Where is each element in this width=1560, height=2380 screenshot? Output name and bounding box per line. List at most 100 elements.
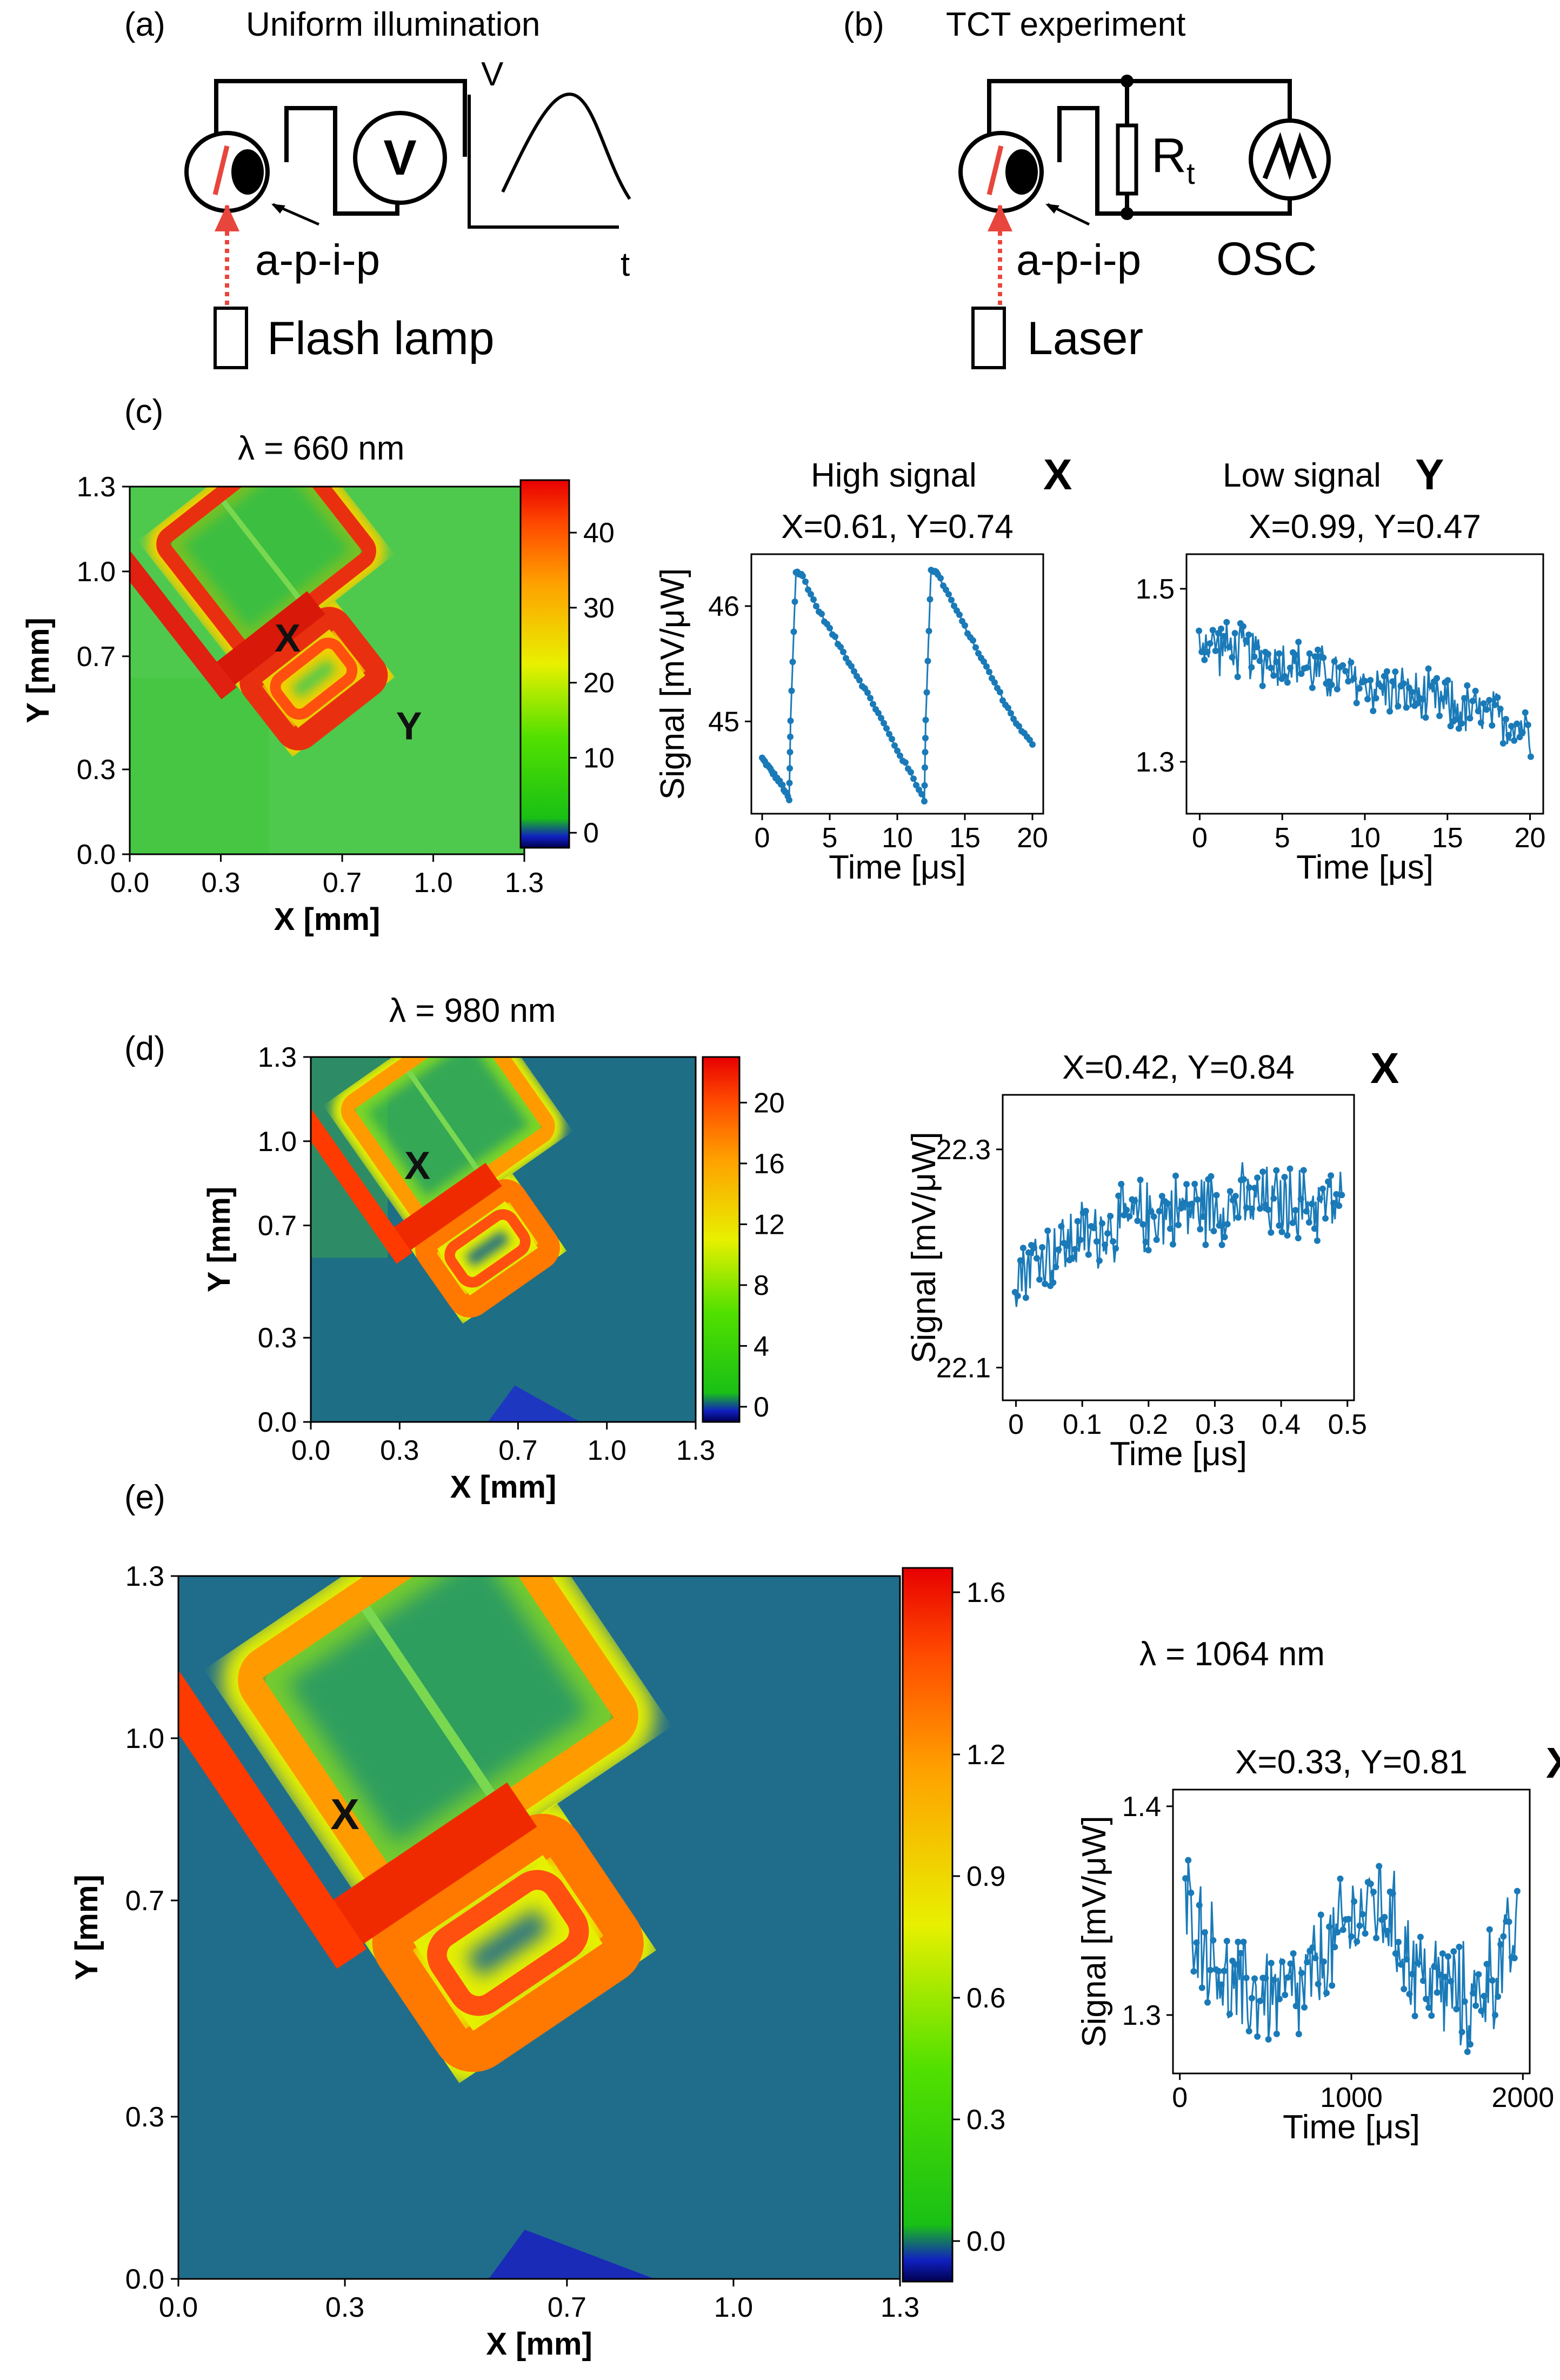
trace-point xyxy=(1364,696,1371,703)
trace-point xyxy=(1198,1984,1205,1991)
trace-point xyxy=(1150,1213,1157,1220)
light-arrowhead-b xyxy=(988,204,1012,231)
trace-point xyxy=(1148,1208,1155,1215)
trace-point xyxy=(1348,1933,1355,1940)
x-tick-label: 0 xyxy=(1172,2082,1188,2113)
pointer-arrowhead-a xyxy=(271,204,285,214)
trace-point xyxy=(1494,694,1501,701)
trace-point xyxy=(1270,1977,1277,1984)
low-signal-header: Low signal xyxy=(1223,457,1381,494)
y-tick-label: 1.4 xyxy=(1122,1791,1161,1823)
wire-b-top xyxy=(987,79,1292,162)
trace-point xyxy=(1508,723,1515,729)
x-axis-label: Time [μs] xyxy=(1296,849,1434,886)
trace-point xyxy=(1224,1221,1231,1228)
x-axis-label: Time [μs] xyxy=(1110,1435,1247,1473)
electrode-trace xyxy=(239,607,388,750)
trace-point xyxy=(1339,662,1346,669)
diode-junction-a xyxy=(212,145,230,196)
y-tick-label: 1.3 xyxy=(1122,2000,1161,2031)
trace-point xyxy=(1326,1923,1333,1930)
trace-point xyxy=(1240,1938,1247,1945)
trace-point xyxy=(1295,1235,1302,1241)
trace-point xyxy=(1251,653,1258,660)
trace-point xyxy=(1303,1208,1310,1215)
trace-point xyxy=(1489,722,1496,729)
trace-point xyxy=(1328,681,1335,688)
trace-point xyxy=(1351,1898,1358,1905)
y-axis-label: Signal [mV/μW] xyxy=(905,1132,943,1364)
light-arrowhead-a xyxy=(215,204,239,231)
trace-point xyxy=(1069,1254,1076,1261)
trace-point xyxy=(788,687,795,694)
trace-point xyxy=(1311,1225,1318,1232)
trace-point xyxy=(1221,633,1228,640)
colorbar-tick-label: 1.2 xyxy=(966,1739,1005,1771)
trace-point xyxy=(1090,1225,1097,1232)
electrode-bridge xyxy=(310,1782,537,1960)
trace-point xyxy=(779,781,786,788)
trace-point xyxy=(1383,668,1390,675)
trace-point xyxy=(1112,1245,1119,1252)
x-axis-label: X [mm] xyxy=(450,1470,557,1505)
trace-point xyxy=(1284,1974,1291,1981)
trace-point xyxy=(1268,1229,1275,1236)
trace-point xyxy=(1409,688,1415,695)
trace-point xyxy=(1401,1985,1408,1992)
trace-point xyxy=(1354,1938,1361,1945)
trace-point xyxy=(1169,1241,1176,1248)
trace-point xyxy=(1328,1172,1335,1179)
trace-point xyxy=(1470,1990,1477,1997)
heatmap-c xyxy=(130,487,524,854)
trace-point xyxy=(1042,1280,1049,1287)
trace-point xyxy=(902,759,909,766)
electrode-bridge xyxy=(382,1162,502,1259)
trace-point xyxy=(1431,1963,1438,1970)
trace-point xyxy=(1475,1971,1482,1978)
electrode-lead xyxy=(311,1106,412,1264)
trace-point xyxy=(1342,668,1349,675)
trace-point xyxy=(1025,1249,1032,1256)
flash-lamp-icon xyxy=(214,307,248,369)
trace-point xyxy=(1306,650,1313,657)
trace-point xyxy=(1044,1227,1051,1234)
trace-point xyxy=(948,596,955,603)
x-tick-label: 0 xyxy=(755,822,770,854)
x-tick-label: 0.3 xyxy=(201,867,240,899)
x-tick-label: 0.0 xyxy=(159,2292,198,2323)
diode-core-b xyxy=(1005,149,1038,195)
position-marker-x: X xyxy=(275,617,301,660)
trace-point xyxy=(1248,1995,1255,2002)
y-tick-label: 1.0 xyxy=(258,1126,297,1158)
electrode-divider xyxy=(221,500,303,602)
x-tick-label: 15 xyxy=(1432,822,1463,854)
trace-point xyxy=(1434,1989,1441,1996)
trace-point xyxy=(1196,627,1203,634)
trace-point xyxy=(1392,668,1399,675)
trace-point xyxy=(1221,1967,1228,1975)
trace-point xyxy=(1497,706,1504,713)
trace-point xyxy=(1461,1998,1468,2005)
trace-point xyxy=(851,668,857,675)
trace-point xyxy=(981,658,987,665)
trace-point xyxy=(921,798,928,805)
x-tick-label: 20 xyxy=(1515,822,1546,854)
trace-point xyxy=(1077,1236,1084,1244)
trace-point xyxy=(1031,1244,1037,1251)
y-tick-label: 0.0 xyxy=(258,1407,297,1438)
y-tick-label: 0.7 xyxy=(258,1211,297,1242)
x-tick-label: 15 xyxy=(949,822,981,854)
electrode-trace xyxy=(270,637,358,720)
x-tick-label: 5 xyxy=(1275,822,1290,854)
trace-point xyxy=(1206,640,1214,647)
trace-point xyxy=(790,628,797,635)
x-tick-label: 0.7 xyxy=(323,867,362,899)
trace-point xyxy=(1270,1195,1277,1202)
trace-point xyxy=(1511,1954,1518,1962)
trace-point xyxy=(1348,659,1355,666)
trace-point xyxy=(1403,1956,1410,1963)
trace-point xyxy=(1235,1938,1242,1945)
y-axis-label: Y [mm] xyxy=(69,1874,104,1980)
trace-point xyxy=(889,735,895,742)
